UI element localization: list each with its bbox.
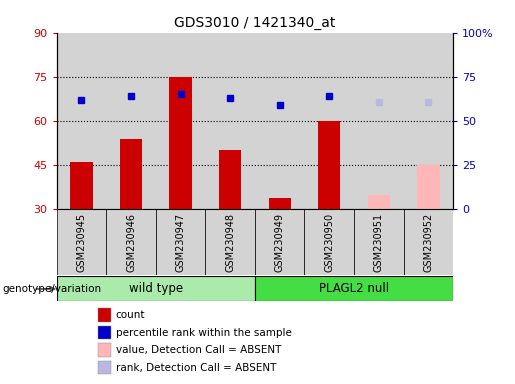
- Text: GSM230952: GSM230952: [423, 213, 434, 272]
- Text: PLAGL2 null: PLAGL2 null: [319, 283, 389, 295]
- Text: GSM230949: GSM230949: [274, 213, 285, 271]
- Bar: [205, 33, 255, 209]
- Text: GSM230945: GSM230945: [76, 213, 87, 271]
- Bar: [255, 209, 304, 275]
- Text: GSM230951: GSM230951: [374, 213, 384, 271]
- Text: GSM230946: GSM230946: [126, 213, 136, 271]
- Bar: [417, 165, 440, 209]
- Bar: [57, 276, 255, 301]
- Bar: [354, 33, 404, 209]
- Bar: [70, 162, 93, 209]
- Bar: [255, 33, 304, 209]
- Bar: [57, 33, 106, 209]
- Bar: [304, 209, 354, 275]
- Bar: [404, 209, 453, 275]
- Bar: [354, 209, 404, 275]
- Bar: [219, 151, 242, 209]
- Bar: [169, 77, 192, 209]
- Bar: [368, 195, 390, 209]
- Text: wild type: wild type: [129, 283, 183, 295]
- Text: GSM230948: GSM230948: [225, 213, 235, 271]
- Text: rank, Detection Call = ABSENT: rank, Detection Call = ABSENT: [116, 362, 276, 372]
- Text: GSM230950: GSM230950: [324, 213, 334, 271]
- Bar: [268, 197, 291, 209]
- Bar: [120, 139, 142, 209]
- Bar: [156, 33, 205, 209]
- Title: GDS3010 / 1421340_at: GDS3010 / 1421340_at: [174, 16, 336, 30]
- Text: value, Detection Call = ABSENT: value, Detection Call = ABSENT: [116, 345, 281, 355]
- Bar: [304, 33, 354, 209]
- Text: GSM230947: GSM230947: [176, 213, 185, 271]
- Bar: [57, 209, 106, 275]
- Bar: [106, 33, 156, 209]
- Text: percentile rank within the sample: percentile rank within the sample: [116, 328, 292, 338]
- Bar: [156, 209, 205, 275]
- Bar: [106, 209, 156, 275]
- Bar: [404, 33, 453, 209]
- Bar: [255, 276, 453, 301]
- Text: genotype/variation: genotype/variation: [3, 284, 101, 294]
- Bar: [98, 308, 111, 322]
- Text: count: count: [116, 310, 145, 320]
- Bar: [318, 121, 340, 209]
- Bar: [98, 361, 111, 374]
- Bar: [205, 209, 255, 275]
- Bar: [98, 326, 111, 339]
- Bar: [98, 343, 111, 357]
